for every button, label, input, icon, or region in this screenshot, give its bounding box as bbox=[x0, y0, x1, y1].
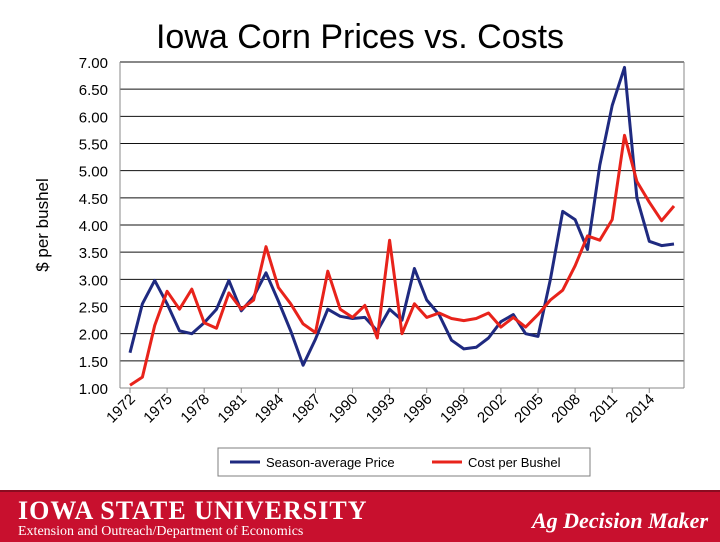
department-label: Extension and Outreach/Department of Eco… bbox=[18, 524, 304, 539]
y-tick-label: 2.00 bbox=[79, 327, 108, 344]
y-tick-label: 1.00 bbox=[79, 381, 108, 398]
x-tick-label: 2014 bbox=[622, 391, 658, 427]
x-tick-label: 1975 bbox=[140, 391, 176, 427]
y-axis-ticks: 1.00 1.50 2.00 2.50 3.00 3.50 4.00 4.50 5.00 5.50… bbox=[79, 55, 108, 398]
x-tick-label: 1984 bbox=[252, 391, 288, 427]
legend: Season-average Price Cost per Bushel bbox=[217, 447, 591, 477]
x-tick-label: 1993 bbox=[363, 391, 399, 427]
legend-box bbox=[217, 447, 591, 477]
y-axis-label: $ per bushel bbox=[33, 178, 52, 272]
x-axis-ticks: 1972 1975 1978 1981 1984 1987 1990 1993 1996 1999… bbox=[103, 388, 658, 426]
gridlines bbox=[119, 61, 685, 389]
y-tick-label: 2.50 bbox=[79, 300, 108, 317]
brand-wordmark: Ag Decision Maker bbox=[532, 508, 708, 533]
x-tick-label: 1996 bbox=[400, 391, 436, 427]
x-tick-label: 1978 bbox=[177, 391, 213, 427]
series-line-cost bbox=[129, 133, 676, 387]
x-tick-label: 1990 bbox=[326, 391, 362, 427]
x-tick-label: 1981 bbox=[214, 391, 250, 427]
series-lines bbox=[128, 65, 676, 387]
x-tick-label: 2002 bbox=[474, 391, 510, 427]
y-tick-label: 5.00 bbox=[79, 164, 108, 181]
chart-title: Iowa Corn Prices vs. Costs bbox=[155, 18, 565, 56]
x-tick-label: 1999 bbox=[437, 391, 473, 427]
y-tick-label: 7.00 bbox=[79, 55, 108, 72]
x-tick-label: 1987 bbox=[289, 391, 325, 427]
university-wordmark: IOWA STATE UNIVERSITY bbox=[18, 496, 368, 525]
y-tick-label: 6.50 bbox=[79, 82, 108, 99]
y-tick-label: 5.50 bbox=[79, 137, 108, 154]
x-tick-label: 2008 bbox=[548, 391, 584, 427]
y-tick-label: 3.50 bbox=[79, 245, 108, 262]
footer-banner: IOWA STATE UNIVERSITY Extension and Outr… bbox=[0, 490, 720, 542]
x-tick-label: 2005 bbox=[511, 391, 547, 427]
x-tick-label: 1972 bbox=[103, 391, 139, 427]
y-tick-label: 4.50 bbox=[79, 191, 108, 208]
x-tick-label: 2011 bbox=[586, 391, 621, 426]
line-chart: 1.00 1.50 2.00 2.50 3.00 3.50 4.00 4.50 5.00 5.50… bbox=[33, 55, 685, 477]
y-tick-label: 3.00 bbox=[79, 272, 108, 289]
legend-label-price: Season-average Price bbox=[266, 455, 395, 470]
y-tick-label: 1.50 bbox=[79, 354, 108, 371]
legend-label-cost: Cost per Bushel bbox=[468, 455, 561, 470]
y-tick-label: 4.00 bbox=[79, 218, 108, 235]
y-tick-label: 6.00 bbox=[79, 109, 108, 126]
series-line-price bbox=[128, 65, 675, 367]
